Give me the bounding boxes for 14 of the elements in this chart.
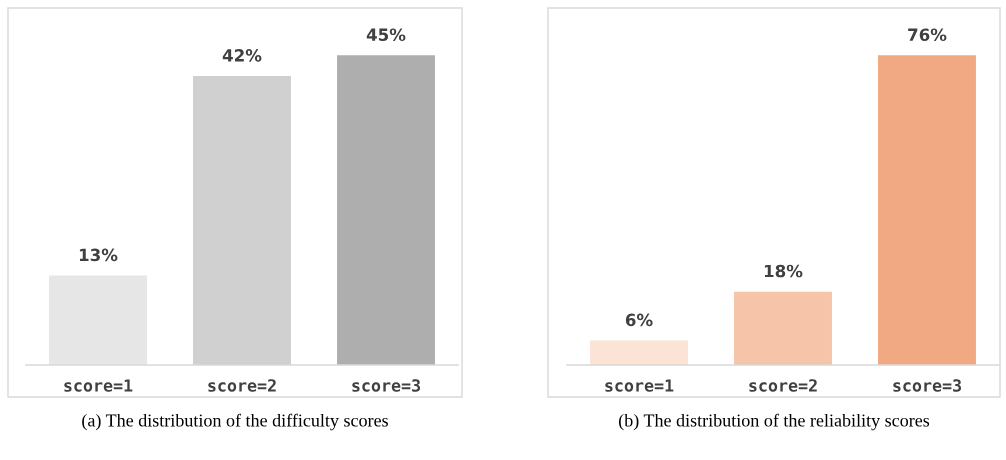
data-label: 6%: [625, 313, 653, 327]
x-tick-label: score=2: [749, 379, 817, 392]
x-tick-label: score=1: [605, 379, 674, 392]
data-label: 18%: [764, 264, 803, 278]
text: (b) The distribution of the reliability scores: [619, 413, 930, 431]
data-label: 76%: [908, 28, 947, 42]
data-label: 13%: [79, 248, 118, 262]
data-label: 45%: [366, 28, 406, 42]
x-tick-label: score=1: [64, 379, 133, 392]
x-tick-label: score=3: [352, 379, 421, 392]
x-tick-label: score=3: [893, 379, 962, 392]
data-label: 42%: [222, 49, 262, 62]
text: (a) The distribution of the difficulty scores: [82, 413, 388, 431]
x-tick-label: score=2: [208, 379, 276, 392]
